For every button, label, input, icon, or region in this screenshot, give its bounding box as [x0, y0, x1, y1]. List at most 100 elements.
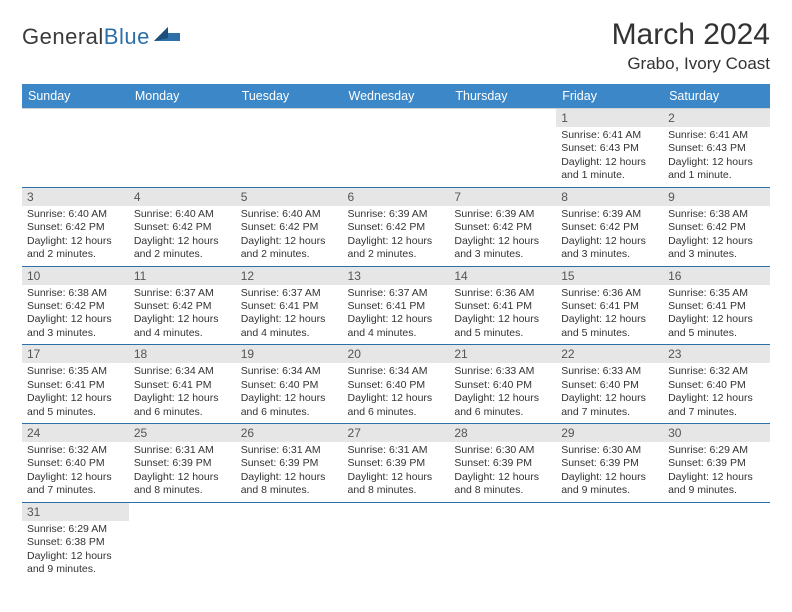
- day-line: Daylight: 12 hours and 2 minutes.: [134, 235, 231, 262]
- day-line: Sunset: 6:42 PM: [348, 221, 445, 234]
- title-block: March 2024 Grabo, Ivory Coast: [612, 18, 770, 74]
- day-body: Sunrise: 6:30 AMSunset: 6:39 PMDaylight:…: [449, 442, 556, 502]
- calendar-cell: 16Sunrise: 6:35 AMSunset: 6:41 PMDayligh…: [663, 266, 770, 345]
- day-line: Daylight: 12 hours and 4 minutes.: [348, 313, 445, 340]
- day-line: Daylight: 12 hours and 3 minutes.: [454, 235, 551, 262]
- day-number: 29: [556, 424, 663, 442]
- day-line: Sunrise: 6:30 AM: [561, 444, 658, 457]
- day-body: Sunrise: 6:40 AMSunset: 6:42 PMDaylight:…: [22, 206, 129, 266]
- day-body: Sunrise: 6:31 AMSunset: 6:39 PMDaylight:…: [236, 442, 343, 502]
- day-body: [343, 507, 450, 513]
- day-line: Daylight: 12 hours and 9 minutes.: [668, 471, 765, 498]
- calendar-row: 1 Sunrise: 6:41 AM Sunset: 6:43 PMDaylight…: [22, 109, 770, 188]
- calendar-cell: 7Sunrise: 6:39 AMSunset: 6:42 PMDaylight…: [449, 187, 556, 266]
- day-body: Sunrise: 6:31 AMSunset: 6:39 PMDaylight:…: [129, 442, 236, 502]
- day-body: Sunrise: 6:37 AMSunset: 6:41 PMDaylight:…: [343, 285, 450, 345]
- calendar-row: 10Sunrise: 6:38 AMSunset: 6:42 PMDayligh…: [22, 266, 770, 345]
- calendar-cell: 6Sunrise: 6:39 AMSunset: 6:42 PMDaylight…: [343, 187, 450, 266]
- day-body: [556, 507, 663, 513]
- day-line: Sunset: 6:40 PM: [27, 457, 124, 470]
- day-number: 15: [556, 267, 663, 285]
- calendar-cell: [663, 502, 770, 580]
- day-number: 2: [663, 109, 770, 127]
- day-body: Sunrise: 6:34 AMSunset: 6:40 PMDaylight:…: [343, 363, 450, 423]
- day-number: 26: [236, 424, 343, 442]
- flag-icon: [154, 27, 180, 48]
- day-line: Daylight: 12 hours and 4 minutes.: [241, 313, 338, 340]
- day-line: Daylight: 12 hours and 2 minutes.: [348, 235, 445, 262]
- calendar-cell: 26Sunrise: 6:31 AMSunset: 6:39 PMDayligh…: [236, 424, 343, 503]
- day-line: Sunset: 6:41 PM: [348, 300, 445, 313]
- day-line: Sunrise: 6:40 AM: [27, 208, 124, 221]
- day-number: 25: [129, 424, 236, 442]
- day-line: Sunset: 6:41 PM: [27, 379, 124, 392]
- day-body: Sunrise: 6:31 AMSunset: 6:39 PMDaylight:…: [343, 442, 450, 502]
- calendar-cell: [343, 109, 450, 188]
- calendar-cell: [556, 502, 663, 580]
- day-line: Sunrise: 6:35 AM: [27, 365, 124, 378]
- day-body: [236, 507, 343, 513]
- day-line: Sunrise: 6:40 AM: [134, 208, 231, 221]
- day-body: Sunrise: 6:33 AMSunset: 6:40 PMDaylight:…: [556, 363, 663, 423]
- day-number: 18: [129, 345, 236, 363]
- day-line: Sunrise: 6:41 AM: [561, 129, 658, 142]
- calendar-cell: [343, 502, 450, 580]
- calendar-cell: 3Sunrise: 6:40 AMSunset: 6:42 PMDaylight…: [22, 187, 129, 266]
- calendar-cell: 9Sunrise: 6:38 AMSunset: 6:42 PMDaylight…: [663, 187, 770, 266]
- day-line: Sunrise: 6:34 AM: [348, 365, 445, 378]
- day-line: Daylight: 12 hours and 9 minutes.: [27, 550, 124, 577]
- day-line: Sunset: 6:42 PM: [27, 221, 124, 234]
- day-line: Sunrise: 6:33 AM: [561, 365, 658, 378]
- day-body: [129, 507, 236, 513]
- day-body: [449, 507, 556, 513]
- calendar-cell: 19Sunrise: 6:34 AMSunset: 6:40 PMDayligh…: [236, 345, 343, 424]
- day-number: 16: [663, 267, 770, 285]
- day-line: Sunrise: 6:34 AM: [241, 365, 338, 378]
- day-number: 12: [236, 267, 343, 285]
- day-number: 20: [343, 345, 450, 363]
- day-line: Sunrise: 6:40 AM: [241, 208, 338, 221]
- day-line: Sunrise: 6:34 AM: [134, 365, 231, 378]
- day-body: Sunrise: 6:38 AMSunset: 6:42 PMDaylight:…: [22, 285, 129, 345]
- day-number: 8: [556, 188, 663, 206]
- day-line: Sunset: 6:39 PM: [454, 457, 551, 470]
- calendar-row: 24Sunrise: 6:32 AMSunset: 6:40 PMDayligh…: [22, 424, 770, 503]
- day-line: Sunrise: 6:32 AM: [27, 444, 124, 457]
- day-line: Daylight: 12 hours and 7 minutes.: [27, 471, 124, 498]
- calendar-cell: 27Sunrise: 6:31 AMSunset: 6:39 PMDayligh…: [343, 424, 450, 503]
- calendar-cell: 13Sunrise: 6:37 AMSunset: 6:41 PMDayligh…: [343, 266, 450, 345]
- day-number: 5: [236, 188, 343, 206]
- day-line: Sunset: 6:42 PM: [134, 221, 231, 234]
- day-body: [663, 507, 770, 513]
- calendar-cell: 28Sunrise: 6:30 AMSunset: 6:39 PMDayligh…: [449, 424, 556, 503]
- day-line: Sunrise: 6:36 AM: [454, 287, 551, 300]
- calendar-cell: 20Sunrise: 6:34 AMSunset: 6:40 PMDayligh…: [343, 345, 450, 424]
- day-line: Daylight: 12 hours and 5 minutes.: [668, 313, 765, 340]
- calendar-cell: [236, 502, 343, 580]
- day-line: Daylight: 12 hours and 9 minutes.: [561, 471, 658, 498]
- day-line: Sunrise: 6:38 AM: [27, 287, 124, 300]
- day-body: Sunrise: 6:37 AMSunset: 6:41 PMDaylight:…: [236, 285, 343, 345]
- calendar-cell: 15Sunrise: 6:36 AMSunset: 6:41 PMDayligh…: [556, 266, 663, 345]
- day-body: Sunrise: 6:40 AMSunset: 6:42 PMDaylight:…: [236, 206, 343, 266]
- calendar-row: 31Sunrise: 6:29 AMSunset: 6:38 PMDayligh…: [22, 502, 770, 580]
- day-number: 13: [343, 267, 450, 285]
- day-number: 21: [449, 345, 556, 363]
- day-number: 28: [449, 424, 556, 442]
- day-line: Sunset: 6:40 PM: [454, 379, 551, 392]
- day-line: Daylight: 12 hours and 6 minutes.: [241, 392, 338, 419]
- day-line: Daylight: 12 hours and 8 minutes.: [348, 471, 445, 498]
- day-body: Sunrise: 6:36 AMSunset: 6:41 PMDaylight:…: [556, 285, 663, 345]
- day-line: Daylight: 12 hours and 5 minutes.: [454, 313, 551, 340]
- day-line: Sunset: 6:43 PM: [668, 142, 765, 155]
- day-line: Sunset: 6:42 PM: [668, 221, 765, 234]
- day-line: Sunrise: 6:39 AM: [561, 208, 658, 221]
- day-line: Daylight: 12 hours and 8 minutes.: [134, 471, 231, 498]
- day-body: Sunrise: 6:37 AMSunset: 6:42 PMDaylight:…: [129, 285, 236, 345]
- day-line: Daylight: 12 hours and 3 minutes.: [27, 313, 124, 340]
- day-line: Daylight: 12 hours and 1 minute.: [668, 156, 765, 183]
- day-line: Sunrise: 6:37 AM: [348, 287, 445, 300]
- day-number: 10: [22, 267, 129, 285]
- day-number: 14: [449, 267, 556, 285]
- day-number: 1: [556, 109, 663, 127]
